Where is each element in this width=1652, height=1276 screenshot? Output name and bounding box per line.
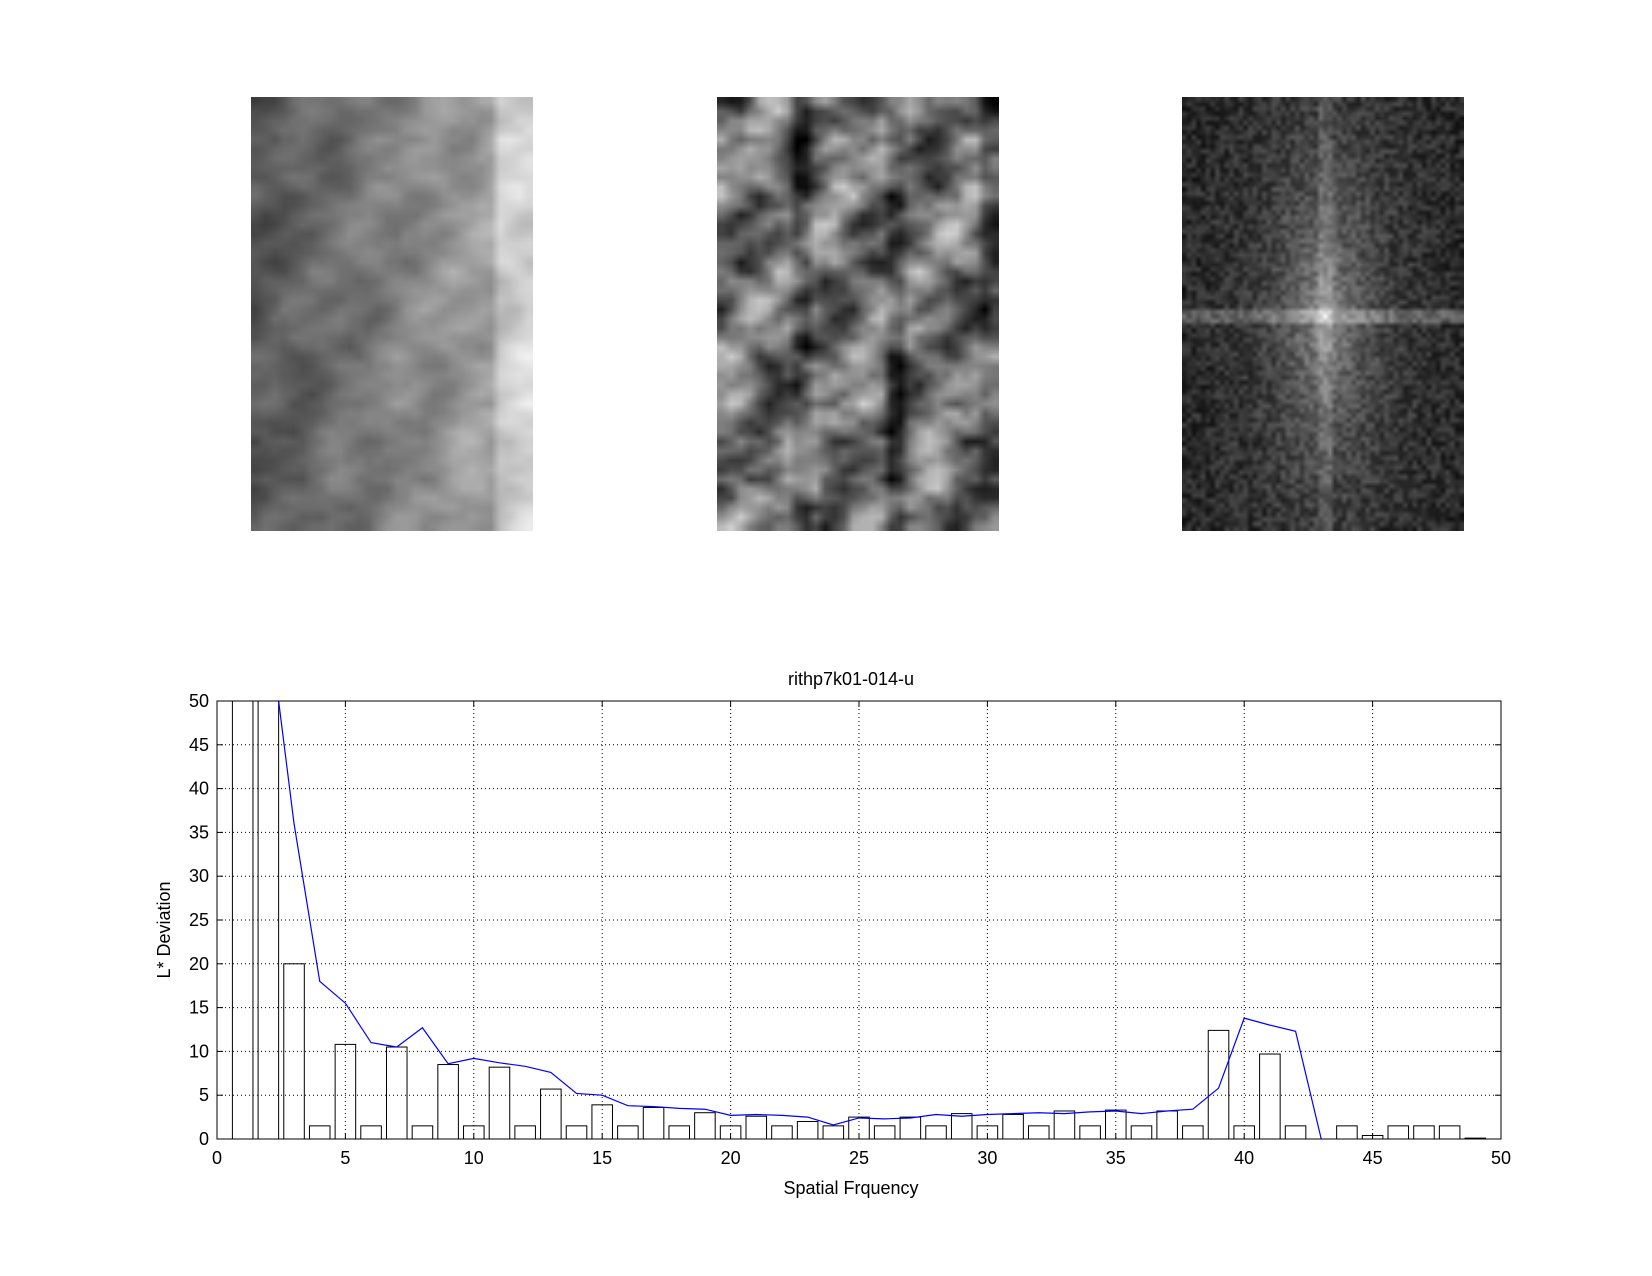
x-tick-label: 45 xyxy=(1363,1148,1383,1168)
x-tick-label: 0 xyxy=(212,1148,222,1168)
y-tick-label: 10 xyxy=(189,1041,209,1061)
bar xyxy=(411,1125,434,1139)
bar xyxy=(488,1066,511,1139)
x-tick-label: 10 xyxy=(464,1148,484,1168)
bar xyxy=(257,701,280,1139)
bar xyxy=(1130,1125,1153,1139)
y-tick-label: 5 xyxy=(199,1085,209,1105)
grid xyxy=(217,701,1501,1139)
bar xyxy=(617,1125,639,1139)
bar xyxy=(1387,1125,1410,1139)
bar xyxy=(668,1125,691,1139)
x-tick-label: 35 xyxy=(1106,1148,1126,1168)
bar xyxy=(925,1125,947,1139)
bar xyxy=(694,1112,716,1139)
bar xyxy=(1336,1125,1358,1139)
bar xyxy=(822,1125,845,1139)
spatial-pattern-image xyxy=(251,97,533,531)
bar xyxy=(308,1125,331,1139)
x-tick-label: 5 xyxy=(340,1148,350,1168)
x-axis-label: Spatial Frquency xyxy=(783,1178,918,1198)
bar xyxy=(950,1113,973,1139)
bar xyxy=(1182,1125,1204,1139)
x-tick-label: 20 xyxy=(721,1148,741,1168)
y-tick-label: 30 xyxy=(189,866,209,886)
y-tick-label: 40 xyxy=(189,779,209,799)
y-tick-label: 35 xyxy=(189,822,209,842)
fft-spectrum-image xyxy=(1182,97,1464,531)
bar xyxy=(1438,1125,1461,1139)
bar xyxy=(1413,1125,1435,1139)
bar xyxy=(231,701,254,1139)
x-tick-label: 40 xyxy=(1234,1148,1254,1168)
bar xyxy=(1207,1029,1230,1139)
series xyxy=(278,701,1322,1139)
series-line xyxy=(278,701,1322,1139)
bar xyxy=(1002,1113,1024,1139)
bar xyxy=(514,1125,536,1139)
axes: 0 5 10 15 20 25 30 35 40 45 50 0 5 10 15 20 25 30 35 40 45 50 xyxy=(189,691,1511,1168)
y-axis-label: L* Deviation xyxy=(154,881,174,978)
bar xyxy=(745,1115,768,1139)
bar xyxy=(1105,1109,1127,1139)
bar xyxy=(771,1125,793,1139)
bar xyxy=(899,1116,922,1139)
bar xyxy=(540,1088,562,1139)
bar xyxy=(565,1125,588,1139)
bar xyxy=(360,1125,382,1139)
bar xyxy=(873,1125,896,1139)
bar xyxy=(437,1064,459,1139)
y-tick-label: 0 xyxy=(199,1129,209,1149)
enhanced-pattern-image xyxy=(717,97,999,531)
bar xyxy=(1053,1110,1076,1139)
bar xyxy=(1027,1125,1050,1139)
bar xyxy=(334,1043,357,1139)
bar xyxy=(385,1046,408,1139)
bar xyxy=(591,1104,613,1139)
y-tick-label: 25 xyxy=(189,910,209,930)
y-tick-label: 45 xyxy=(189,735,209,755)
y-tick-label: 50 xyxy=(189,691,209,711)
x-tick-label: 25 xyxy=(849,1148,869,1168)
y-tick-label: 20 xyxy=(189,954,209,974)
bar xyxy=(1284,1125,1307,1139)
y-tick-label: 15 xyxy=(189,998,209,1018)
x-tick-label: 50 xyxy=(1491,1148,1511,1168)
chart-title: rithp7k01-014-u xyxy=(788,669,914,689)
bar xyxy=(642,1106,665,1139)
x-tick-label: 15 xyxy=(592,1148,612,1168)
bar xyxy=(1259,1053,1281,1139)
bar xyxy=(1079,1125,1101,1139)
bar xyxy=(796,1120,819,1139)
x-tick-label: 30 xyxy=(977,1148,997,1168)
bar xyxy=(1156,1110,1178,1139)
